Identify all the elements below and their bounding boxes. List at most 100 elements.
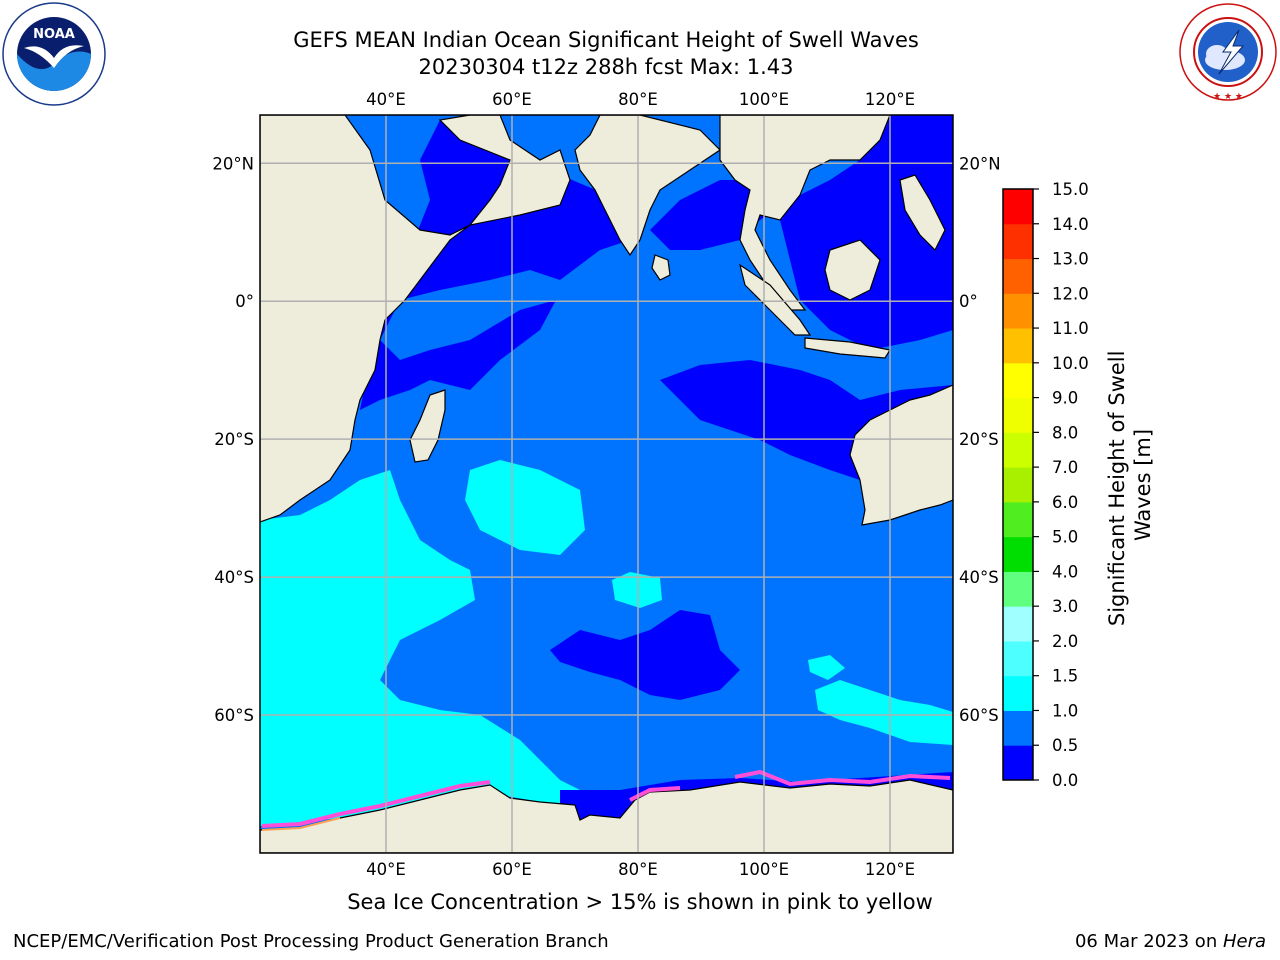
map-tick-labels: 40°E 40°E 60°E 60°E 80°E 80°E 100°E 100°E 120°E 1… [212,90,1000,879]
colorbar-level-label: 2.0 [1052,632,1078,651]
map-title: GEFS MEAN Indian Ocean Significant Heigh… [293,28,919,52]
map-subtitle: 20230304 t12z 288h fcst Max: 1.43 [418,55,794,79]
land-sri-lanka [651,254,671,281]
colorbar-segment [1003,571,1033,607]
colorbar-segment [1003,223,1033,260]
colorbar-labels: 0.0 0.5 1.0 1.5 2.0 3.0 4.0 5.0 6.0 7.0 8.0 9.0 10.0… [1033,180,1089,790]
colorbar-segment [1003,606,1033,642]
lon-tick-label-top: 80°E [618,90,658,109]
colorbar-level-label: 12.0 [1052,284,1089,303]
colorbar-level-label: 0.5 [1052,736,1078,755]
colorbar-segment [1003,397,1033,433]
colorbar-frame [1002,188,1034,781]
land-africa [260,115,571,523]
map-gridlines [260,115,953,853]
colorbar-level-label: 10.0 [1052,354,1089,373]
svg-text:★ ★ ★: ★ ★ ★ [1213,92,1243,102]
map-frame [259,114,954,854]
colorbar-title-line-1: Significant Height of Swell [1105,351,1129,627]
colorbar-level-label: 14.0 [1052,215,1089,234]
lon-tick-label-bottom: 100°E [739,860,789,879]
land-india [574,115,721,257]
sea-ice-edge [261,817,341,831]
colorbar-level-label: 8.0 [1052,423,1078,442]
sea-ice-caption: Sea Ice Concentration > 15% is shown in … [347,890,933,914]
map-plot-area [260,115,953,853]
sea-ice-edge [629,786,681,802]
land-madagascar [409,389,446,463]
land-philippines [899,174,946,252]
lon-tick-label-bottom: 80°E [618,860,658,879]
land-java [804,337,891,359]
lon-tick-label-top: 100°E [739,90,789,109]
swell-patch-1p0-1p5 [612,572,662,608]
land-sumatra [739,263,812,336]
lon-tick-label-bottom: 40°E [366,860,406,879]
land-masses [260,115,953,853]
colorbar [1002,188,1034,781]
colorbar-level-label: 3.0 [1052,597,1078,616]
lat-tick-label-left: 20°S [214,430,254,449]
footer-host: Hera [1222,931,1266,952]
lat-tick-label-left: 60°S [214,706,254,725]
noaa-logo-text: NOAA [33,27,75,42]
colorbar-level-label: 9.0 [1052,389,1078,408]
colorbar-segment [1003,432,1033,468]
lon-tick-label-top: 120°E [865,90,915,109]
colorbar-segment [1003,745,1033,781]
swell-patch-0-0p5-south [550,610,740,700]
land-australia [849,384,953,526]
colorbar-segment [1003,640,1033,677]
noaa-logo-icon: NOAA [2,2,106,106]
lat-tick-label-right: 0° [959,292,978,311]
colorbar-segment [1003,362,1033,399]
colorbar-segment [1003,675,1033,711]
colorbar-level-label: 15.0 [1052,180,1089,199]
lat-tick-label-right: 40°S [959,568,999,587]
colorbar-title: Significant Height of Swell Waves [m] [1105,344,1155,626]
lon-tick-label-bottom: 120°E [865,860,915,879]
footer-date-text: 06 Mar 2023 on [1074,931,1223,952]
footer-date: 06 Mar 2023 on Hera [1075,931,1266,952]
lat-tick-label-right: 60°S [959,706,999,725]
footer-branch: NCEP/EMC/Verification Post Processing Pr… [13,931,609,952]
colorbar-level-label: 6.0 [1052,493,1078,512]
lat-tick-label-right: 20°S [959,430,999,449]
nws-logo-icon: ★ ★ ★ [1179,3,1277,102]
lon-tick-label-bottom: 60°E [492,860,532,879]
lon-tick-label-top: 60°E [492,90,532,109]
colorbar-segment [1003,328,1033,364]
colorbar-segment [1003,293,1033,329]
colorbar-level-label: 1.5 [1052,667,1078,686]
colorbar-segment [1003,467,1033,503]
sea-ice-edge [261,780,491,828]
swell-patch-1p0-1p5 [465,460,585,555]
sea-ice-edge [734,769,951,787]
swell-band-1p0-1p5 [260,470,600,826]
colorbar-level-label: 11.0 [1052,319,1089,338]
colorbar-level-label: 4.0 [1052,562,1078,581]
lat-tick-label-right: 20°N [959,154,1001,173]
lat-tick-label-left: 40°S [214,568,254,587]
colorbar-level-label: 5.0 [1052,528,1078,547]
lat-tick-label-left: 0° [235,292,254,311]
colorbar-segment [1003,501,1033,538]
lon-tick-label-top: 40°E [366,90,406,109]
colorbar-segment [1003,536,1033,572]
colorbar-segment [1003,189,1033,225]
colorbar-level-label: 13.0 [1052,250,1089,269]
colorbar-segment [1003,710,1033,746]
colorbar-level-label: 7.0 [1052,458,1078,477]
swell-band-0-0p5-east [660,360,953,480]
colorbar-level-label: 1.0 [1052,701,1078,720]
colorbar-level-label: 0.0 [1052,771,1078,790]
land-antarctica [260,779,953,853]
land-borneo [824,239,881,301]
colorbar-title-line-2: Waves [m] [1131,429,1155,541]
swell-patch-1p0-1p5 [815,680,953,745]
lat-tick-label-left: 20°N [212,154,254,173]
swell-patch-1p0-1p5 [808,655,845,680]
swell-band-0-0p5-bay-of-bengal [650,115,953,350]
colorbar-segment [1003,258,1033,294]
